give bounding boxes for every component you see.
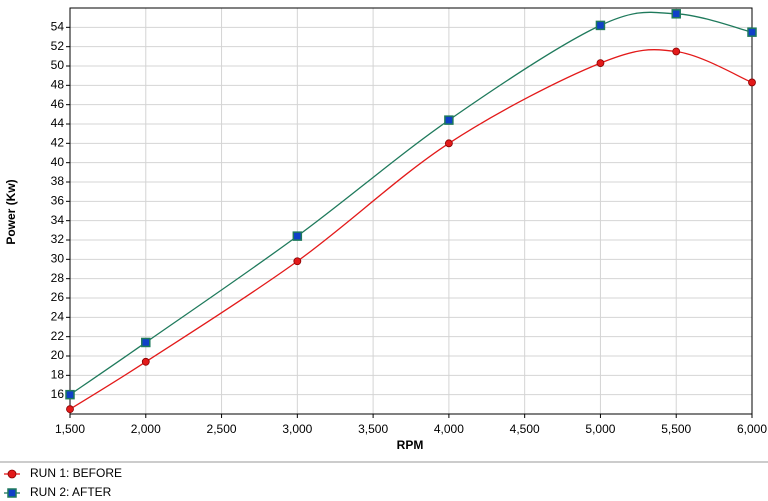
y-tick-label: 38 xyxy=(51,174,65,188)
data-point xyxy=(65,389,75,400)
y-axis-label: Power (Kw) xyxy=(4,179,18,244)
x-tick-label: 6,000 xyxy=(737,422,767,436)
y-tick-label: 42 xyxy=(51,136,65,150)
y-tick-label: 50 xyxy=(51,58,65,72)
data-point xyxy=(66,405,74,414)
y-tick-label: 54 xyxy=(51,20,65,34)
data-point xyxy=(596,59,605,67)
y-tick-label: 26 xyxy=(51,290,65,304)
y-tick-label: 28 xyxy=(51,271,65,285)
x-tick-label: 4,000 xyxy=(434,422,464,436)
legend-marker xyxy=(7,488,17,498)
series-line xyxy=(69,11,753,396)
data-point xyxy=(747,27,757,37)
x-tick-label: 5,000 xyxy=(585,422,615,436)
data-point xyxy=(292,231,303,241)
y-tick-label: 18 xyxy=(51,368,65,382)
x-tick-label: 5,500 xyxy=(661,422,691,436)
y-tick-label: 20 xyxy=(51,348,65,362)
data-point xyxy=(671,9,681,19)
x-tick-label: 3,000 xyxy=(282,422,312,436)
data-point xyxy=(141,337,151,348)
data-point xyxy=(672,47,681,56)
y-tick-label: 16 xyxy=(51,387,65,401)
y-tick-label: 36 xyxy=(51,194,65,208)
x-tick-label: 3,500 xyxy=(358,422,388,436)
y-tick-label: 40 xyxy=(51,155,65,169)
y-tick-label: 32 xyxy=(51,232,65,246)
data-point xyxy=(748,78,756,87)
x-axis-label: RPM xyxy=(397,438,424,452)
x-tick-label: 2,000 xyxy=(131,422,161,436)
data-point xyxy=(141,357,150,366)
y-tick-label: 22 xyxy=(51,329,65,343)
data-point xyxy=(444,139,453,148)
x-tick-label: 2,500 xyxy=(207,422,237,436)
y-tick-label: 52 xyxy=(51,39,65,53)
data-point xyxy=(595,20,606,31)
series-line xyxy=(69,49,753,410)
y-tick-label: 44 xyxy=(51,116,65,130)
y-tick-label: 48 xyxy=(51,78,65,92)
y-tick-label: 30 xyxy=(51,252,65,266)
data-point xyxy=(444,115,454,125)
legend-label: RUN 2: AFTER xyxy=(30,485,112,499)
y-tick-label: 46 xyxy=(51,97,65,111)
x-tick-label: 1,500 xyxy=(55,422,85,436)
y-tick-label: 24 xyxy=(51,310,65,324)
y-tick-label: 34 xyxy=(51,213,65,227)
plot-frame xyxy=(69,7,753,415)
legend-label: RUN 1: BEFORE xyxy=(30,466,122,480)
legend-marker xyxy=(7,469,17,479)
data-point xyxy=(293,257,302,266)
x-tick-label: 4,500 xyxy=(510,422,540,436)
